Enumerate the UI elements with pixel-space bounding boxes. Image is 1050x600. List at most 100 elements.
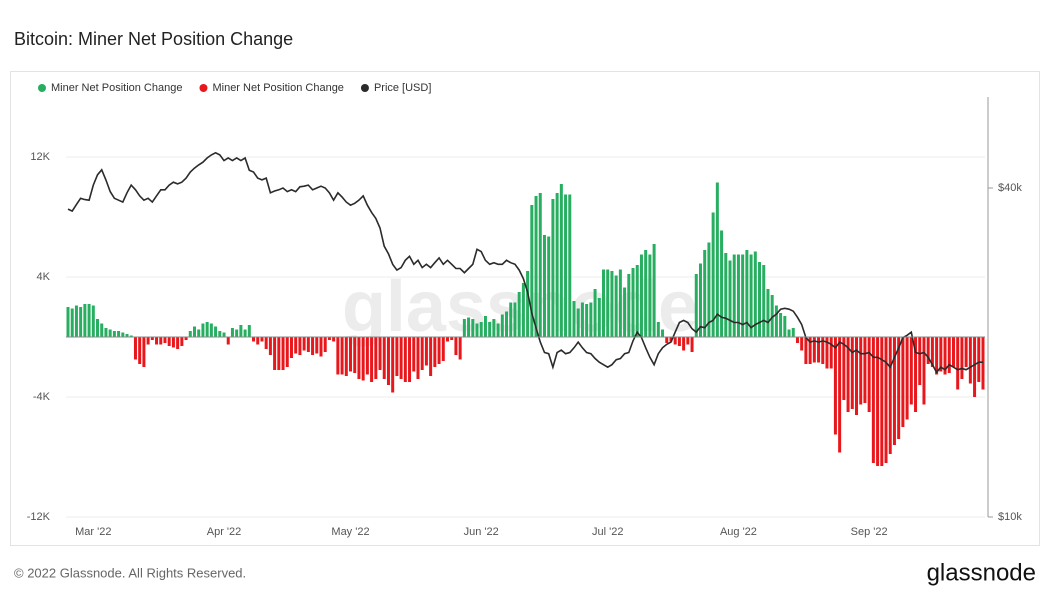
bar [336, 337, 340, 375]
bar [239, 325, 243, 337]
bar [256, 337, 260, 345]
bar [247, 325, 251, 337]
bar [424, 337, 428, 366]
bar [416, 337, 420, 379]
bar [960, 337, 964, 379]
bar [192, 326, 196, 337]
bar [129, 335, 133, 337]
bar [70, 308, 74, 337]
bar [471, 319, 475, 337]
bar [661, 329, 665, 337]
bar [505, 311, 509, 337]
bar [914, 337, 918, 412]
bar [698, 263, 702, 337]
bar [222, 332, 226, 337]
bar [597, 298, 601, 337]
chart-frame [10, 71, 1040, 546]
bar [306, 337, 310, 352]
bar [804, 337, 808, 364]
bar [665, 337, 669, 343]
bar [720, 230, 724, 337]
bar [568, 194, 572, 337]
bar [774, 305, 778, 337]
y-tick-label: -12K [27, 511, 51, 523]
x-tick-label: Sep '22 [851, 526, 888, 538]
legend-swatch [199, 84, 208, 92]
bar [125, 334, 129, 337]
bar [445, 337, 449, 342]
bar [79, 307, 83, 337]
bar [694, 274, 698, 337]
bar [218, 331, 222, 337]
bar [441, 337, 445, 361]
x-tick-label: May '22 [331, 526, 369, 538]
bar [260, 337, 264, 342]
bar [850, 337, 854, 409]
bar [534, 196, 538, 337]
bar [420, 337, 424, 370]
bar [374, 337, 378, 379]
bar [496, 323, 500, 337]
bar [344, 337, 348, 376]
bar [403, 337, 407, 382]
bar [770, 295, 774, 337]
bar [707, 242, 711, 337]
bar [264, 337, 268, 349]
bar [888, 337, 892, 454]
bar [610, 271, 614, 337]
bar [399, 337, 403, 379]
bar [429, 337, 433, 376]
bar [551, 199, 555, 337]
bar [214, 326, 218, 337]
bar [281, 337, 285, 370]
bar [176, 337, 180, 349]
bar [171, 337, 175, 348]
bar [340, 337, 344, 375]
bar [800, 337, 804, 351]
copyright: © 2022 Glassnode. All Rights Reserved. [14, 565, 246, 580]
bar [686, 337, 690, 345]
bar [791, 328, 795, 337]
bar [226, 337, 230, 345]
bar [483, 316, 487, 337]
y-tick-label: 12K [30, 151, 50, 163]
bar [627, 274, 631, 337]
legend-label: Miner Net Position Change [51, 82, 182, 94]
bar [530, 205, 534, 337]
bar [382, 337, 386, 379]
bar [905, 337, 909, 420]
bar [458, 337, 462, 360]
bar [825, 337, 829, 369]
price-line [67, 151, 983, 374]
bar [184, 337, 188, 340]
bar [488, 322, 492, 337]
bar [956, 337, 960, 390]
bar [285, 337, 289, 367]
bar [631, 268, 635, 337]
bar [163, 337, 167, 343]
bar [188, 331, 192, 337]
bar [542, 235, 546, 337]
bar [66, 307, 70, 337]
bar [74, 305, 78, 337]
bar [884, 337, 888, 463]
bar [930, 337, 934, 367]
bar [842, 337, 846, 400]
bar [795, 337, 799, 343]
bar [741, 254, 745, 337]
bar [964, 337, 968, 367]
bar [876, 337, 880, 466]
bar [108, 329, 112, 337]
bar [150, 337, 154, 340]
bar [146, 337, 150, 345]
bar [812, 337, 816, 363]
legend: Miner Net Position Change Miner Net Posit… [38, 82, 431, 94]
bar [880, 337, 884, 466]
bar [408, 337, 412, 382]
bar [943, 337, 947, 375]
bar [87, 304, 91, 337]
bar [201, 323, 205, 337]
bar [167, 337, 171, 346]
bar [555, 193, 559, 337]
